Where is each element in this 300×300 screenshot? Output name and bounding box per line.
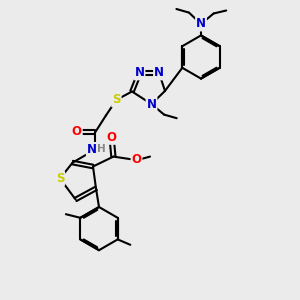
Text: H: H xyxy=(97,144,106,154)
Text: O: O xyxy=(131,153,142,166)
Text: N: N xyxy=(146,98,157,111)
Text: S: S xyxy=(56,172,64,185)
Text: N: N xyxy=(196,17,206,31)
Text: O: O xyxy=(106,131,117,144)
Text: S: S xyxy=(112,93,121,106)
Text: N: N xyxy=(154,66,164,80)
Text: O: O xyxy=(72,125,82,139)
Text: N: N xyxy=(134,66,145,80)
Text: N: N xyxy=(87,143,97,156)
